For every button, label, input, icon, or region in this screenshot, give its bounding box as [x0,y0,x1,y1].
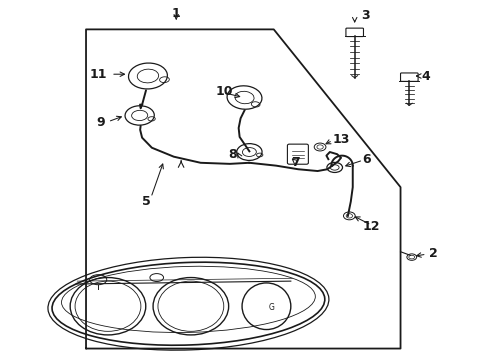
Text: 11: 11 [89,68,107,81]
Text: 12: 12 [362,220,379,233]
Text: 8: 8 [228,148,237,161]
Text: 4: 4 [420,69,429,82]
Text: 3: 3 [360,9,369,22]
Text: G: G [268,303,274,312]
Text: 6: 6 [362,153,370,166]
Text: 7: 7 [291,156,300,168]
Text: 1: 1 [171,7,180,20]
Text: 13: 13 [331,133,349,146]
Text: 9: 9 [96,116,104,129]
Text: 2: 2 [428,247,437,260]
Text: 5: 5 [142,195,150,208]
Text: 10: 10 [215,85,232,98]
